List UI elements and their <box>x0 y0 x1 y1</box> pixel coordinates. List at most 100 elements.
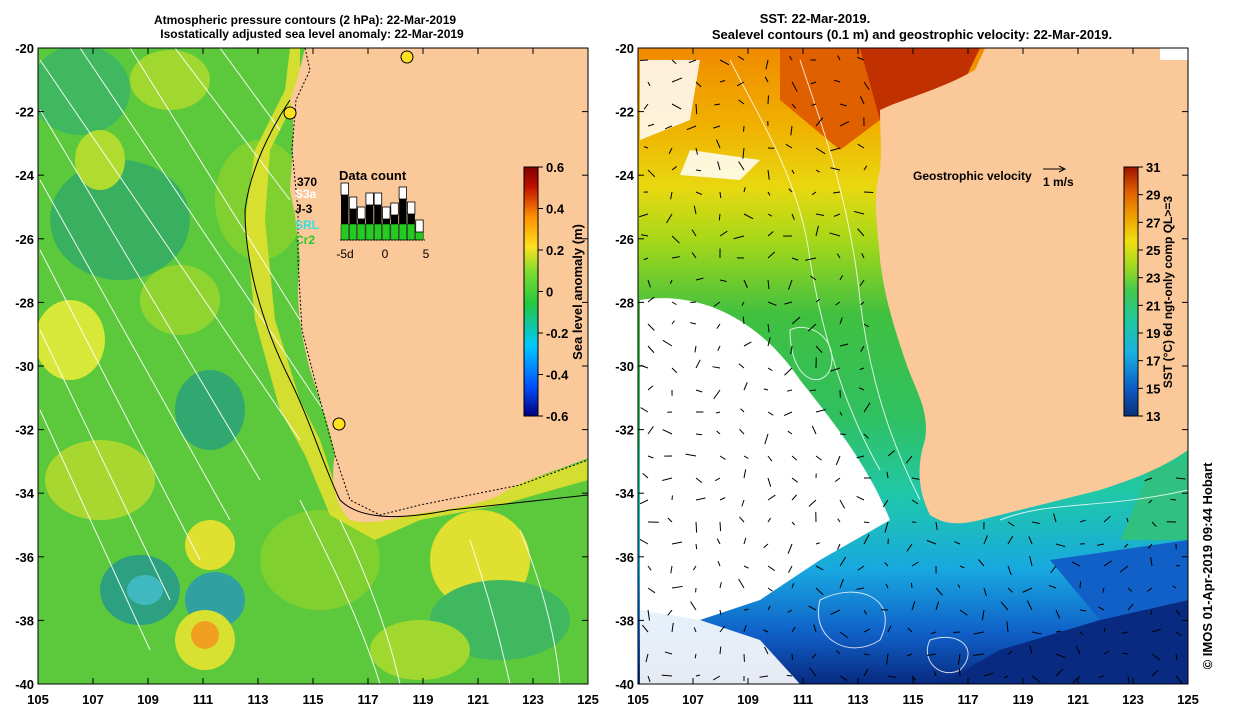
velocity-vector <box>907 627 913 633</box>
velocity-vector <box>1055 653 1066 659</box>
velocity-vector <box>762 629 769 633</box>
velocity-vector <box>685 453 697 457</box>
velocity-vector <box>910 582 913 589</box>
velocity-vector <box>813 624 817 633</box>
data-count-bar <box>365 205 374 224</box>
velocity-vector <box>714 103 721 106</box>
velocity-vector <box>719 609 722 616</box>
velocity-vector <box>743 187 746 193</box>
left-title-line1: Atmospheric pressure contours (2 hPa): 2… <box>154 13 456 27</box>
australia-land <box>875 48 1188 524</box>
velocity-vector <box>856 587 865 590</box>
velocity-vector <box>671 320 675 325</box>
y-tick-label: -32 <box>615 423 634 438</box>
velocity-vector <box>1028 536 1033 545</box>
velocity-vector <box>810 81 817 85</box>
y-tick-label: -26 <box>15 232 34 247</box>
velocity-vector <box>839 675 848 681</box>
velocity-vector <box>784 367 793 376</box>
left-title-line2: Isostatically adjusted sea level anomaly… <box>160 27 464 41</box>
velocity-vector <box>767 231 774 237</box>
velocity-vector <box>743 455 749 459</box>
data-count-bar <box>348 196 358 210</box>
y-tick-label: -40 <box>15 677 34 692</box>
velocity-vector <box>1127 587 1133 592</box>
velocity-vector <box>791 477 799 483</box>
velocity-vector <box>786 674 793 677</box>
velocity-vector <box>863 609 868 615</box>
y-tick-label: -32 <box>15 423 34 438</box>
y-tick-label: -40 <box>615 677 634 692</box>
velocity-vector <box>958 668 961 677</box>
velocity-vector <box>695 477 703 484</box>
data-count-bar <box>415 219 424 233</box>
velocity-vector <box>647 323 655 331</box>
velocity-vector <box>715 139 721 149</box>
velocity-vector <box>691 252 697 259</box>
velocity-vector <box>719 455 726 460</box>
velocity-vector <box>690 301 697 304</box>
velocity-vector <box>834 477 841 482</box>
velocity-vector <box>662 429 673 435</box>
velocity-vector <box>647 609 650 621</box>
velocity-vector <box>719 625 726 633</box>
velocity-vector <box>671 541 683 545</box>
velocity-vector <box>857 228 865 237</box>
velocity-vector <box>643 146 649 149</box>
velocity-vector <box>719 230 728 237</box>
mission-j3: J-3 <box>295 202 313 216</box>
velocity-vector <box>739 516 745 523</box>
velocity-vector <box>764 646 769 655</box>
x-tick-label: 117 <box>358 692 379 707</box>
data-count-bar <box>365 192 374 206</box>
velocity-vector <box>742 316 745 325</box>
credit-text: © IMOS 01-Apr-2019 09:44 Hobart <box>1200 462 1215 669</box>
velocity-vector <box>884 561 889 567</box>
velocity-vector <box>839 343 849 347</box>
velocity-vector <box>647 296 655 303</box>
velocity-vector <box>815 213 825 217</box>
velocity-vector <box>716 538 721 545</box>
velocity-vector <box>1079 609 1087 612</box>
colorbar-tick-label: 0.2 <box>546 243 564 258</box>
velocity-vector <box>857 143 865 149</box>
velocity-vector <box>741 301 745 306</box>
x-tick-label: 115 <box>903 692 924 707</box>
velocity-vector <box>767 517 771 523</box>
velocity-vector <box>767 494 776 501</box>
data-count-histogram <box>340 182 424 241</box>
velocity-vector <box>791 81 798 92</box>
colorbar-tick-label: -0.2 <box>546 326 568 341</box>
velocity-vector <box>1055 630 1062 633</box>
velocity-vector <box>1175 653 1178 661</box>
data-count-bar <box>390 215 399 224</box>
velocity-vector <box>1006 621 1009 633</box>
velocity-vector <box>863 653 870 656</box>
velocity-vector <box>815 587 824 596</box>
velocity-vector <box>815 147 826 155</box>
right-title-line1: SST: 22-Mar-2019. <box>760 11 871 26</box>
velocity-vector <box>671 585 683 589</box>
velocity-vector <box>906 543 913 552</box>
x-tick-label: 121 <box>1067 692 1089 707</box>
velocity-vector <box>957 584 961 589</box>
velocity-vector <box>1119 565 1129 573</box>
velocity-vector <box>882 499 889 508</box>
colorbar-tick-label: 13 <box>1146 409 1160 424</box>
velocity-vector <box>667 517 673 523</box>
velocity-vector <box>1151 521 1157 527</box>
velocity-vector <box>954 541 961 545</box>
colorbar-tick-label: 15 <box>1146 381 1160 396</box>
velocity-legend-label: Geostrophic velocity <box>913 169 1032 183</box>
velocity-vector <box>743 382 748 391</box>
velocity-vector <box>829 232 841 237</box>
velocity-vector <box>1151 670 1159 677</box>
velocity-vector <box>959 609 968 616</box>
data-count-bar <box>341 195 349 224</box>
velocity-vector <box>861 253 865 259</box>
velocity-vector <box>713 125 721 129</box>
velocity-vector <box>1175 564 1181 567</box>
velocity-vector <box>764 433 769 445</box>
velocity-vector <box>1096 543 1105 546</box>
data-count-bar <box>407 223 416 241</box>
